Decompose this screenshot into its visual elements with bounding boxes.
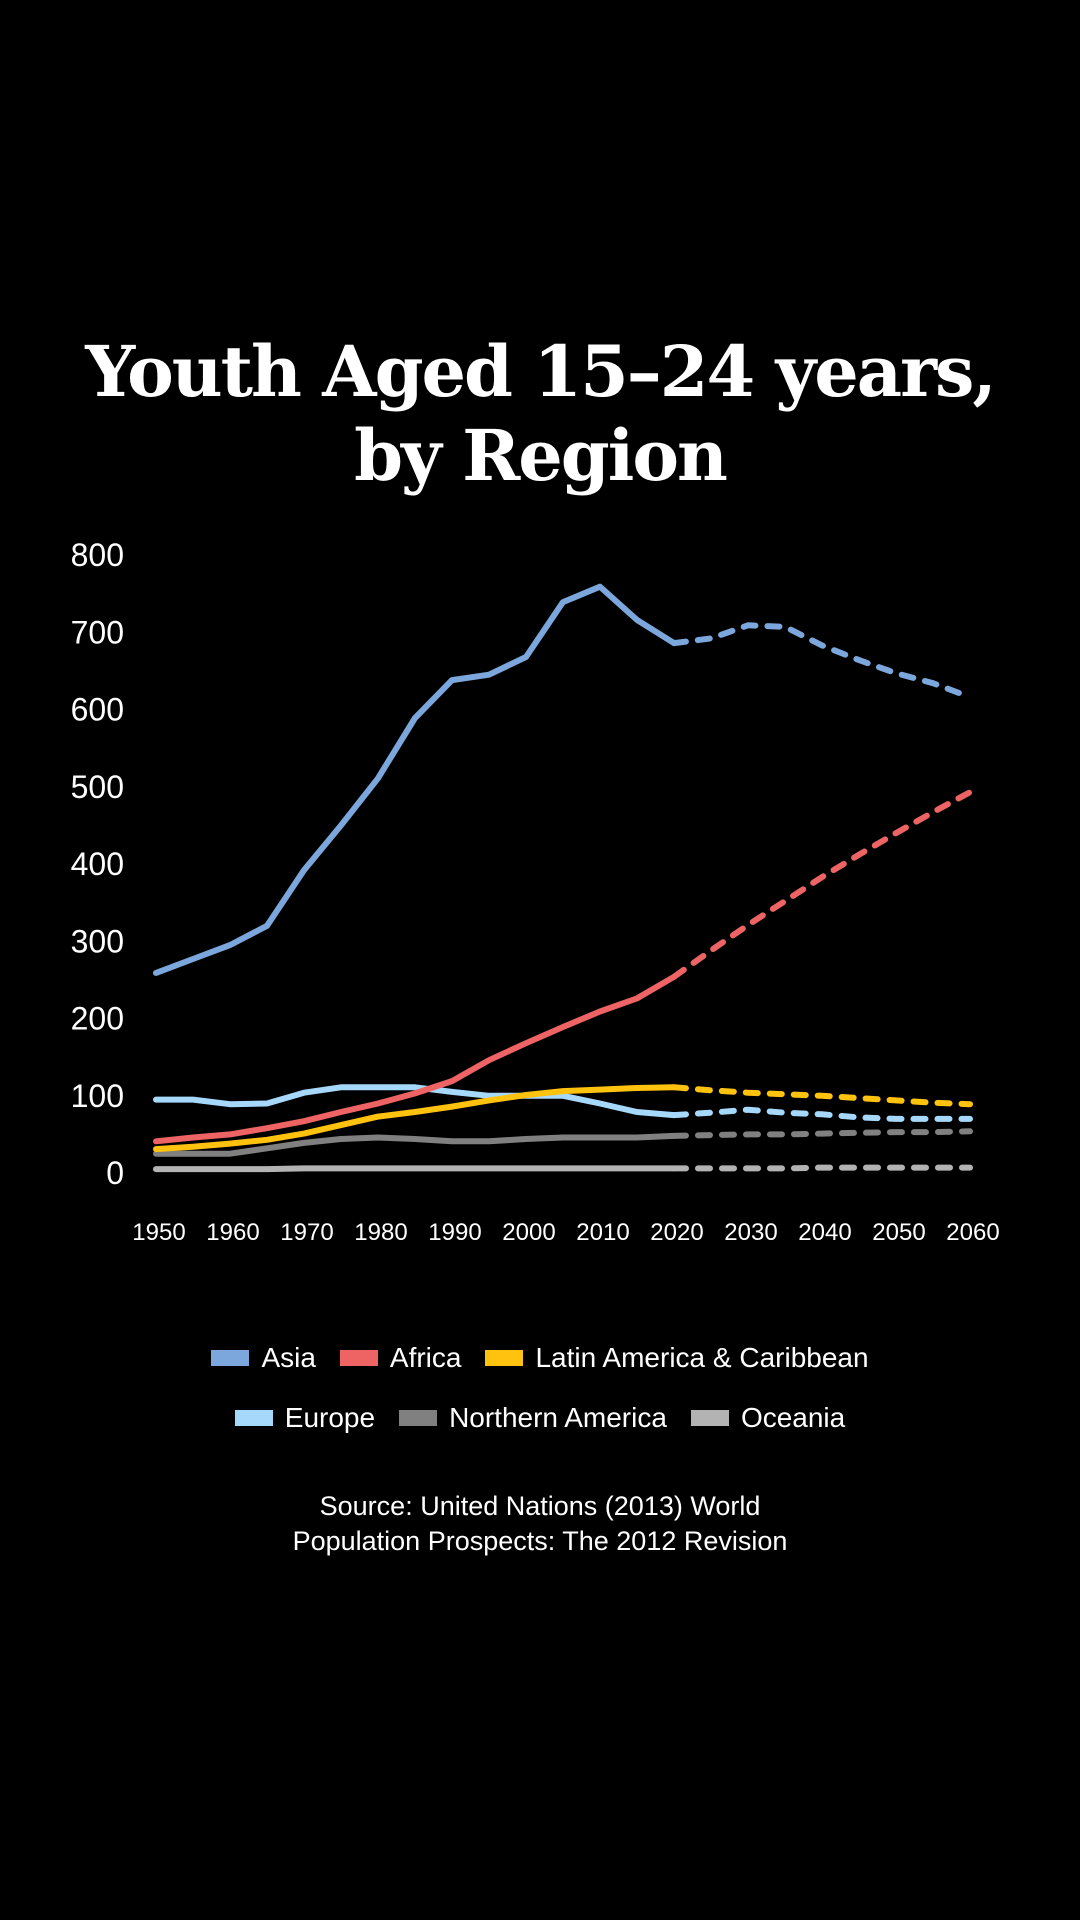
legend-label: Northern America xyxy=(449,1402,667,1433)
series-line-latin-america-caribbean xyxy=(153,1084,677,1153)
y-tick-label: 100 xyxy=(71,1078,124,1114)
series-line-europe xyxy=(153,1084,677,1119)
legend-row-1: Asia Africa Latin America & Caribbean xyxy=(0,1338,1080,1378)
series-asia xyxy=(153,583,973,976)
legend-item-latin-america: Latin America & Caribbean xyxy=(485,1342,869,1374)
legend-label: Oceania xyxy=(740,1402,846,1433)
chart-title-line-1: Youth Aged 15–24 years, xyxy=(85,330,997,413)
legend-swatch-oceania xyxy=(690,1410,729,1426)
x-tick-label: 2000 xyxy=(502,1219,555,1246)
series-projection-asia xyxy=(671,622,973,701)
x-tick-label: 1990 xyxy=(428,1219,481,1246)
x-tick-label: 2040 xyxy=(798,1219,851,1246)
series-projection-latin-america-caribbean xyxy=(671,1084,973,1108)
series-projection-oceania xyxy=(671,1164,973,1172)
legend-swatch-latin-america xyxy=(485,1350,524,1366)
legend-row-2: Europe Northern America Oceania xyxy=(0,1398,1080,1438)
legend-item-northern-america: Northern America xyxy=(399,1402,667,1434)
series-europe xyxy=(153,1084,973,1122)
series-oceania xyxy=(153,1164,973,1173)
legend-item-europe: Europe xyxy=(234,1402,376,1434)
series-projection-africa xyxy=(671,789,973,980)
legend-label: Latin America & Caribbean xyxy=(535,1342,869,1373)
y-tick-label: 700 xyxy=(71,614,124,650)
series-projection-northern-america xyxy=(671,1128,973,1139)
legend-item-oceania: Oceania xyxy=(690,1402,846,1434)
legend-item-asia: Asia xyxy=(211,1342,316,1374)
source-note: Source: United Nations (2013) World Popu… xyxy=(0,1489,1080,1559)
series-line-oceania xyxy=(153,1165,677,1173)
y-tick-label: 200 xyxy=(71,1001,124,1037)
chart-title: Youth Aged 15–24 years, by Region xyxy=(0,330,1080,498)
legend-label: Asia xyxy=(261,1342,316,1373)
y-axis: 0 100 200 300 400 500 600 700 800 xyxy=(71,537,124,1191)
legend-swatch-asia xyxy=(211,1350,250,1366)
series-line-northern-america xyxy=(153,1132,677,1157)
source-line-2: Population Prospects: The 2012 Revision xyxy=(292,1526,788,1556)
x-tick-label: 2050 xyxy=(872,1219,925,1246)
legend-swatch-northern-america xyxy=(399,1410,438,1426)
legend-item-africa: Africa xyxy=(339,1342,462,1374)
legend-label: Africa xyxy=(389,1342,462,1373)
y-tick-label: 300 xyxy=(71,923,124,959)
x-tick-label: 1980 xyxy=(354,1219,407,1246)
x-tick-label: 2060 xyxy=(946,1219,999,1246)
legend-swatch-africa xyxy=(339,1350,378,1366)
series-northern-america xyxy=(153,1128,973,1157)
series-africa xyxy=(153,789,973,1145)
legend-swatch-europe xyxy=(234,1410,273,1426)
x-tick-label: 1970 xyxy=(280,1219,333,1246)
y-tick-label: 600 xyxy=(71,692,124,728)
y-tick-label: 500 xyxy=(71,769,124,805)
plot-area xyxy=(153,583,973,1173)
y-tick-label: 400 xyxy=(71,846,124,882)
series-line-asia xyxy=(153,583,677,976)
x-tick-label: 1950 xyxy=(132,1219,185,1246)
x-tick-label: 2030 xyxy=(724,1219,777,1246)
x-tick-label: 2010 xyxy=(576,1219,629,1246)
source-line-1: Source: United Nations (2013) World xyxy=(319,1491,761,1521)
legend-label: Europe xyxy=(284,1402,376,1433)
x-tick-label: 2020 xyxy=(650,1219,703,1246)
series-latin-america-caribbean xyxy=(153,1084,973,1153)
x-axis: 1950 1960 1970 1980 1990 2000 2010 2020 2030 2040… xyxy=(132,1219,999,1246)
y-tick-label: 0 xyxy=(106,1155,124,1191)
series-projection-europe xyxy=(671,1106,973,1122)
series-line-africa xyxy=(153,973,677,1145)
legend: Asia Africa Latin America & Caribbean Eu… xyxy=(0,1338,1080,1438)
chart-title-line-2: by Region xyxy=(354,414,728,497)
y-tick-label: 800 xyxy=(71,537,124,573)
x-tick-label: 1960 xyxy=(206,1219,259,1246)
